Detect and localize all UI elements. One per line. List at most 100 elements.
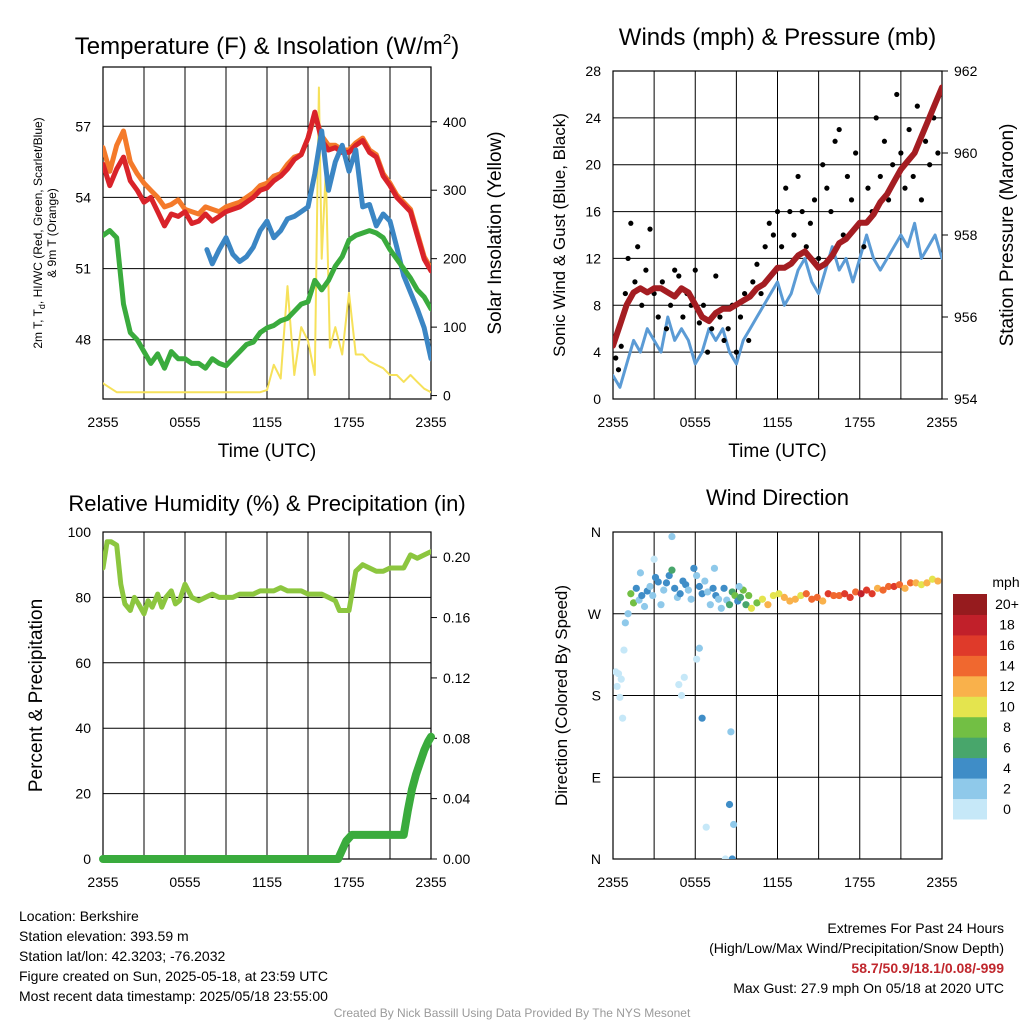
direction-point: [813, 593, 821, 602]
gust-point: [672, 267, 678, 273]
credit-text: Created By Nick Bassill Using Data Provi…: [333, 1006, 691, 1020]
direction-point: [753, 599, 761, 607]
direction-ytick-label: N: [591, 851, 601, 867]
gust-point: [615, 367, 622, 373]
direction-point: [684, 586, 692, 594]
colorbar-label: 12: [999, 678, 1015, 694]
winds-ytick-label: 20: [585, 157, 601, 173]
direction-point: [632, 584, 640, 592]
winds-y2tick-label: 956: [954, 309, 978, 325]
gust-point: [733, 349, 739, 355]
humidity-ylabel: Percent & Precipitation: [26, 599, 47, 792]
direction-ytick-label: S: [592, 688, 601, 704]
direction-point: [695, 582, 703, 591]
direction-point: [668, 566, 676, 574]
direction-point: [835, 591, 843, 600]
elevation-text: Station elevation: 393.59 m: [19, 928, 189, 944]
colorbar-label: 18: [999, 617, 1015, 633]
created-text: Figure created on Sun, 2025-05-18, at 23…: [19, 968, 328, 984]
temperature-series-group: [103, 86, 431, 394]
direction-point: [819, 597, 827, 605]
gust-point: [935, 150, 941, 156]
temperature-title: Temperature (F) & Insolation (W/m2): [75, 31, 459, 60]
colorbar-label: 6: [1003, 739, 1011, 755]
direction-point: [917, 581, 926, 589]
gust-point: [848, 197, 855, 203]
direction-point: [693, 572, 701, 580]
direction-point: [703, 588, 712, 596]
humidity-xtick-label: 2355: [415, 874, 446, 890]
gust-point: [632, 279, 638, 285]
colorbar-label: 2: [1003, 780, 1011, 796]
direction-point: [797, 591, 805, 600]
panel-humidity: 2355 0555 1155 1755 2355 0 20 40 60 80 100 0.00 0.04…: [26, 491, 470, 890]
gust-point: [721, 337, 727, 344]
colorbar-swatch: [953, 614, 987, 636]
direction-point: [717, 604, 725, 612]
temperature-series-3: [103, 228, 431, 371]
gust-point: [625, 255, 631, 262]
humidity-xtick-label: 1755: [333, 874, 364, 890]
direction-point: [695, 644, 703, 652]
direction-point: [680, 673, 688, 681]
winds-xtick-label: 2355: [597, 414, 628, 430]
temperature-xtick-label: 1155: [252, 414, 282, 430]
direction-point: [618, 714, 627, 722]
gust-point: [622, 290, 628, 297]
gust-point: [659, 279, 665, 285]
direction-point: [824, 590, 832, 598]
colorbar-swatch: [953, 798, 987, 820]
direction-point: [640, 602, 649, 611]
gust-point: [927, 162, 933, 168]
humidity-ytick-label: 40: [75, 720, 91, 736]
temperature-xlabel: Time (UTC): [218, 441, 317, 462]
direction-point: [912, 579, 920, 587]
direction-point: [742, 601, 750, 609]
direction-point: [841, 590, 849, 598]
gust-point: [877, 173, 883, 180]
direction-point: [671, 584, 679, 592]
temperature-y2tick-label: 0: [443, 388, 451, 404]
gust-point: [746, 337, 752, 344]
gust-point: [770, 232, 776, 238]
colorbar-title: mph: [992, 574, 1019, 590]
gust-point: [647, 226, 653, 232]
direction-point: [857, 590, 865, 598]
direction-point: [769, 591, 777, 600]
gust-point: [894, 91, 900, 98]
direction-point: [890, 582, 898, 591]
extremes-subtitle: (High/Low/Max Wind/Precipitation/Snow De…: [709, 940, 1004, 956]
humidity-ytick-label: 100: [68, 524, 92, 540]
direction-point: [629, 599, 638, 607]
temperature-y2tick-label: 300: [443, 182, 467, 198]
temperature-ytick-label: 51: [75, 261, 91, 277]
winds-ytick-label: 24: [585, 110, 601, 126]
direction-point: [614, 670, 623, 678]
gust-point: [807, 220, 814, 226]
direction-point: [735, 582, 743, 591]
humidity-title: Relative Humidity (%) & Precipitation (i…: [68, 491, 465, 516]
direction-point: [725, 601, 734, 609]
direction-point: [808, 595, 816, 603]
gust-point: [613, 355, 619, 361]
direction-point: [923, 579, 931, 587]
location-text: Location: Berkshire: [19, 908, 139, 924]
gust-point: [824, 185, 830, 191]
extremes-info: Extremes For Past 24 Hours (High/Low/Max…: [709, 918, 1004, 998]
winds-ytick-label: 0: [593, 391, 601, 407]
gust-point: [816, 255, 822, 262]
gust-point: [795, 173, 801, 180]
direction-point: [698, 714, 706, 722]
sonic-wind-line: [613, 221, 942, 389]
colorbar-label: 20+: [995, 596, 1019, 612]
panel-temperature: 2355 0555 1155 1755 2355 48 51 54 57 0 100 200 300 40…: [31, 31, 506, 462]
gust-point: [918, 197, 925, 203]
winds-xtick-label: 1755: [844, 414, 875, 430]
direction-xtick-label: 2355: [926, 874, 957, 890]
direction-point: [868, 590, 876, 598]
colorbar-swatch: [953, 594, 987, 615]
gust-point: [836, 126, 842, 133]
gust-point: [725, 326, 731, 332]
direction-point: [636, 569, 645, 577]
winds-y2tick-label: 954: [954, 391, 978, 407]
